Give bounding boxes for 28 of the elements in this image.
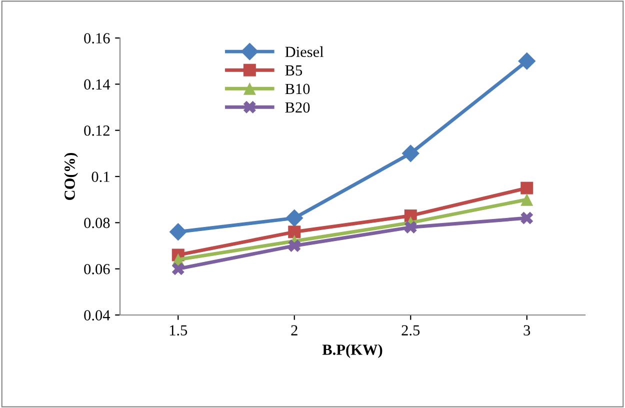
point <box>404 221 417 234</box>
x-tick-label: 3 <box>524 325 530 336</box>
legend-label: Diesel <box>285 46 324 58</box>
point <box>286 209 304 227</box>
x-tick-label: 2.5 <box>402 325 420 336</box>
legend-label: B10 <box>285 84 310 94</box>
x-tick-label: 2 <box>291 325 298 336</box>
y-tick-label: 0.04 <box>84 310 110 321</box>
legend-label: B5 <box>285 65 302 76</box>
point <box>169 223 187 241</box>
point <box>520 193 534 206</box>
point <box>402 144 420 162</box>
point <box>288 226 301 238</box>
point <box>520 212 534 224</box>
y-tick-label: 0.08 <box>84 218 110 228</box>
y-tick-label: 0.1 <box>92 172 110 182</box>
point <box>172 262 184 276</box>
y-tick-label: 0.12 <box>84 125 110 136</box>
point <box>520 182 534 194</box>
y-tick-label: 0.06 <box>84 264 110 274</box>
point <box>288 240 301 252</box>
x-tick-label: 1.5 <box>170 325 188 336</box>
y-tick-label: 0.16 <box>84 33 110 44</box>
y-tick-label: 0.14 <box>84 79 110 90</box>
point <box>518 52 536 70</box>
legend-label: B20 <box>285 102 310 113</box>
y-axis-title: CO(%) <box>64 152 78 200</box>
x-axis-title: B.P(KW) <box>322 344 382 358</box>
